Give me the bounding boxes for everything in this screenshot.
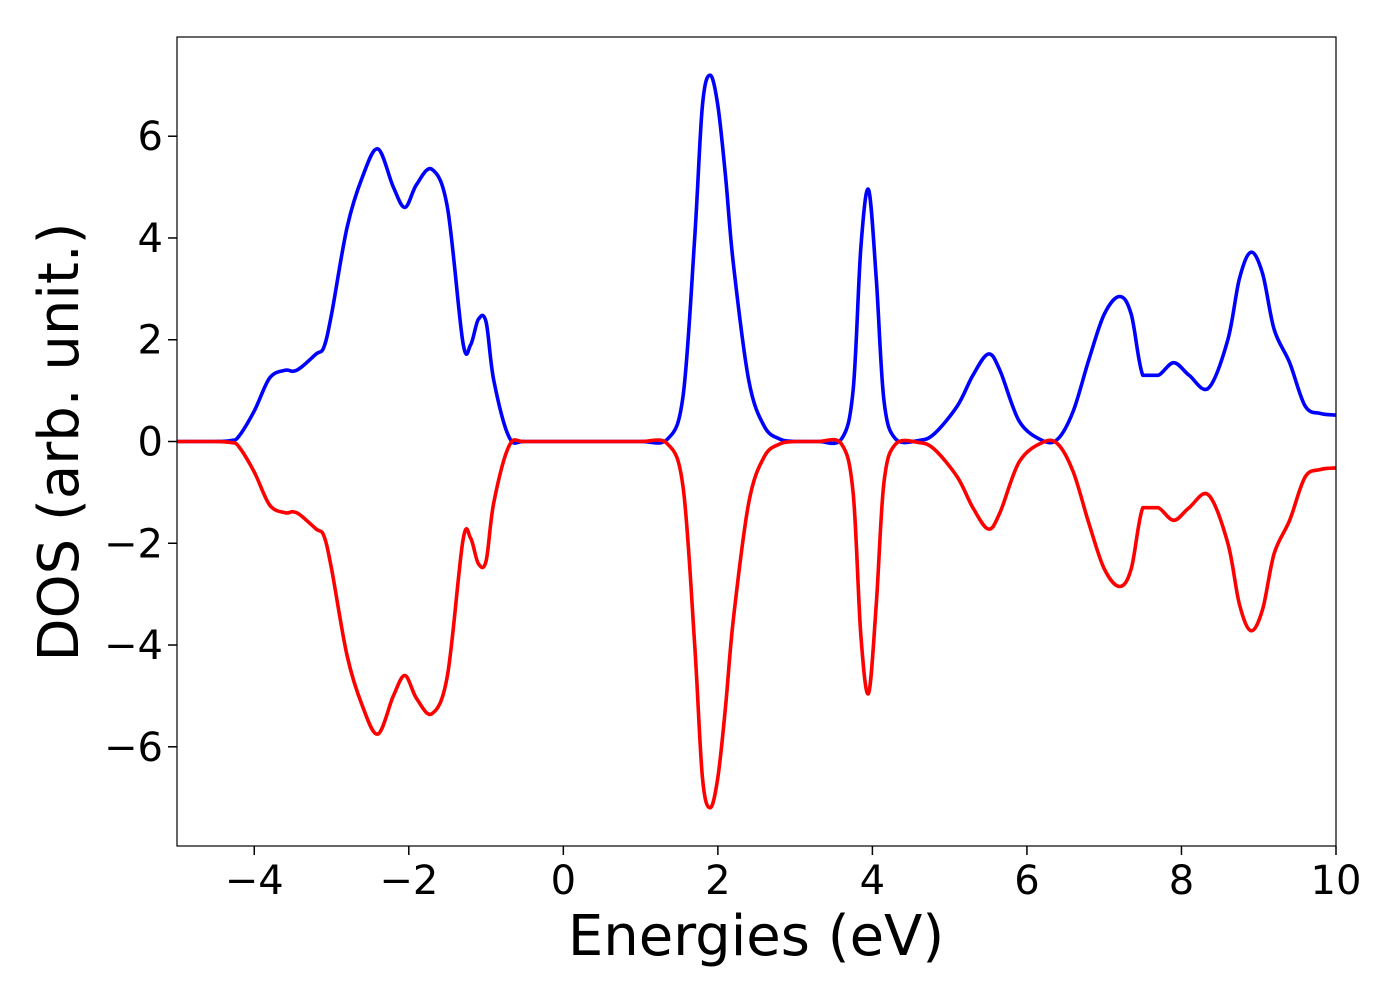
- x-axis: −4 −2 0 2 4 6 8 10: [225, 846, 1362, 904]
- x-tick-label: 10: [1311, 858, 1362, 904]
- y-tick-label: 4: [138, 216, 163, 262]
- dos-line-positive: [177, 73, 1337, 446]
- x-tick-label: −4: [225, 858, 284, 904]
- dos-line-negative: [177, 437, 1337, 810]
- y-tick-label: 2: [138, 318, 163, 364]
- series-layer: [177, 73, 1337, 810]
- y-axis-title: DOS (arb. unit.): [27, 222, 92, 661]
- y-tick-label: −6: [104, 725, 163, 771]
- y-tick-label: −4: [104, 623, 163, 669]
- y-tick-label: 6: [138, 114, 163, 160]
- plot-frame: [176, 36, 1337, 847]
- y-tick-label: −2: [104, 521, 163, 567]
- x-axis-title: Energies (eV): [568, 904, 944, 969]
- x-tick-label: 4: [860, 858, 885, 904]
- y-tick-label: 0: [138, 420, 163, 466]
- x-tick-label: 2: [705, 858, 730, 904]
- y-axis: −6 −4 −2 0 2 4 6: [104, 114, 177, 771]
- x-tick-label: 6: [1014, 858, 1039, 904]
- x-tick-label: −2: [379, 858, 438, 904]
- x-tick-label: 8: [1169, 858, 1194, 904]
- x-tick-label: 0: [551, 858, 576, 904]
